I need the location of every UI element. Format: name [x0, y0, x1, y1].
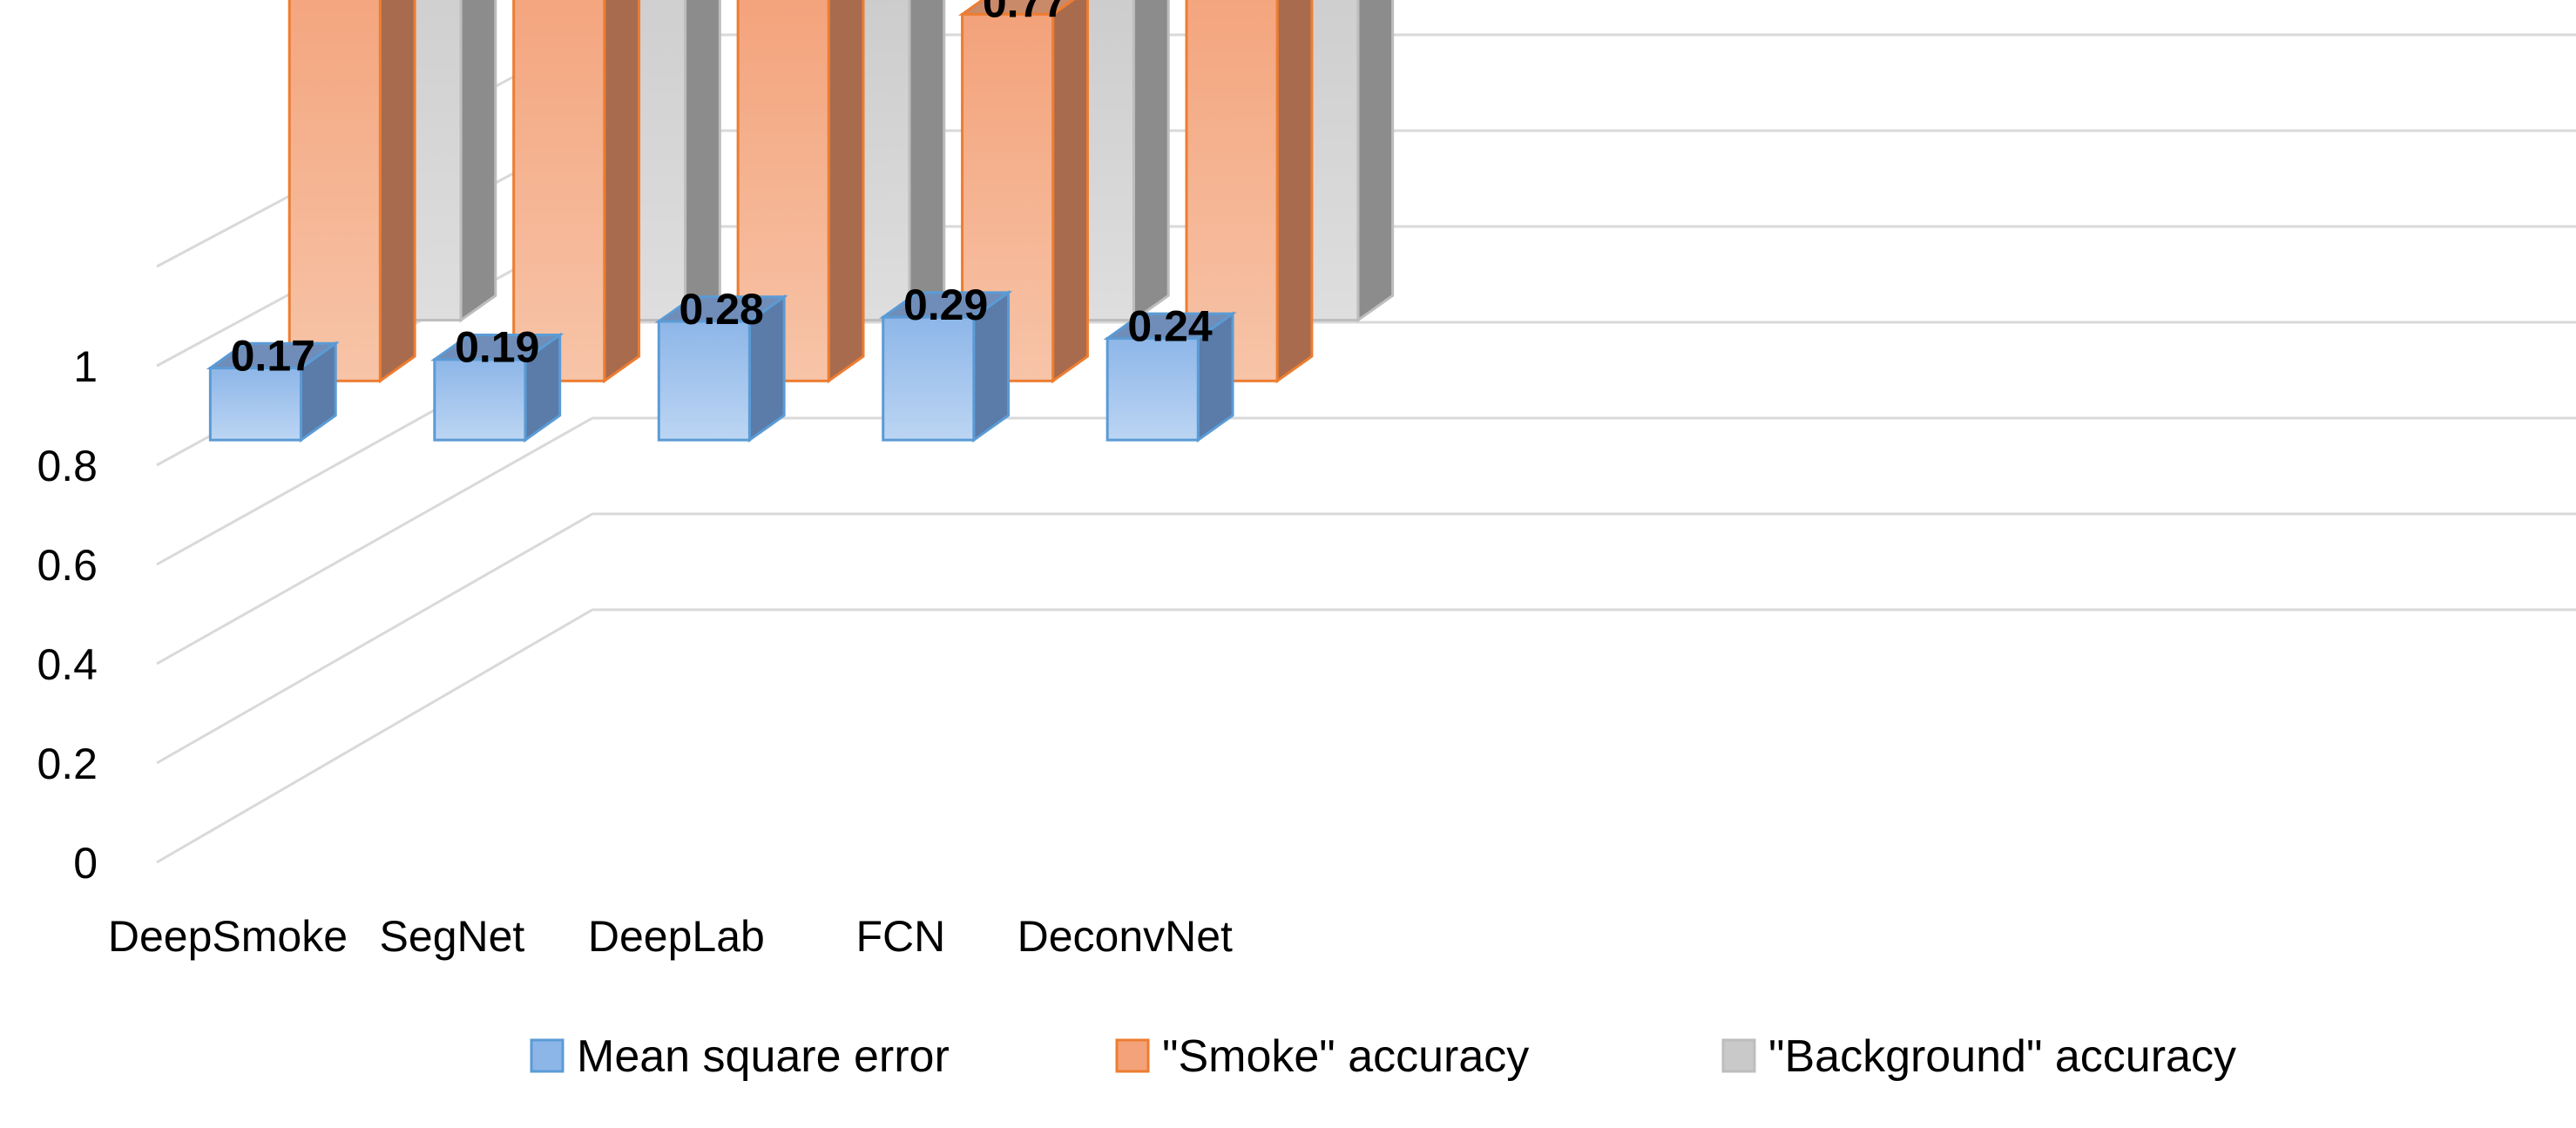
- legend: Mean square error "Smoke" accuracy "Backgr…: [530, 1031, 2236, 1082]
- bar-front-face: [1105, 336, 1200, 442]
- bar-mean-square-error-deepsmoke: [206, 341, 340, 443]
- bar-side-face: [1356, 0, 1395, 323]
- bar-front-face: [512, 0, 606, 382]
- data-label: 0.28: [679, 285, 764, 334]
- bar-side-face: [378, 0, 416, 384]
- category-label-deeplab: DeepLab: [588, 912, 765, 961]
- data-labels-layer: 0.960.930.790.810.90.90.890.830.770.880.…: [231, 0, 1213, 380]
- y-tick-label: 0.4: [37, 640, 98, 689]
- y-tick-label: 1: [73, 342, 98, 391]
- data-label: 0.77: [983, 0, 1067, 26]
- category-labels-layer: DeepSmoke SegNet DeepLab FCN DeconvNet: [108, 912, 1233, 961]
- legend-label-background-accuracy: "Background" accuracy: [1768, 1031, 2236, 1082]
- data-label: 0.24: [1127, 301, 1213, 350]
- bar-side-face: [827, 0, 865, 384]
- bar-side-face: [459, 0, 497, 323]
- legend-label-smoke-accuracy: "Smoke" accuracy: [1162, 1031, 1529, 1082]
- category-label-deepsmoke: DeepSmoke: [108, 912, 348, 961]
- bar-front-face: [287, 0, 382, 382]
- category-label-deconvnet: DeconvNet: [1018, 912, 1233, 961]
- bar-front-face: [882, 315, 976, 442]
- bar-side-face: [1051, 0, 1089, 384]
- y-tick-label: 0.8: [37, 442, 98, 490]
- data-label: 0.29: [903, 280, 988, 329]
- data-label: 0.17: [231, 331, 315, 380]
- gridline-side: [156, 512, 593, 765]
- y-tick-label: 0: [73, 839, 98, 888]
- bar-mean-square-error-deconvnet: [1103, 311, 1237, 443]
- legend-swatch-background-accuracy: [1721, 1038, 1756, 1073]
- legend-swatch-smoke-accuracy: [1115, 1038, 1150, 1073]
- y-tick-label: 0.2: [37, 740, 98, 788]
- gridline-side: [156, 416, 593, 665]
- data-label: 0.19: [455, 323, 539, 372]
- category-label-fcn: FCN: [855, 912, 945, 961]
- bar-smoke-accuracy-fcn: [957, 0, 1089, 384]
- bar-mean-square-error-fcn: [879, 289, 1013, 443]
- bar-side-face: [1275, 0, 1314, 384]
- y-axis-ticks: 0 0.2 0.4 0.6 0.8 1: [37, 342, 98, 888]
- bar-mean-square-error-segnet: [430, 332, 565, 443]
- bars-layer: [206, 0, 1395, 443]
- y-tick-label: 0.6: [37, 541, 98, 590]
- bar-front-face: [208, 367, 302, 442]
- bar-front-face: [433, 358, 527, 442]
- category-label-segnet: SegNet: [380, 912, 525, 961]
- legend-swatch-mean-square-error: [530, 1038, 565, 1073]
- gridline-side: [156, 608, 593, 864]
- bar-smoke-accuracy-segnet: [512, 0, 641, 384]
- bar-side-face: [908, 0, 946, 323]
- bar-smoke-accuracy-deepsmoke: [287, 0, 416, 384]
- bar-mean-square-error-deeplab: [654, 294, 788, 443]
- legend-label-mean-square-error: Mean square error: [577, 1031, 950, 1082]
- bar-side-face: [684, 0, 721, 323]
- bar-side-face: [603, 0, 641, 384]
- bar-front-face: [657, 320, 751, 442]
- bar-side-face: [1132, 0, 1170, 323]
